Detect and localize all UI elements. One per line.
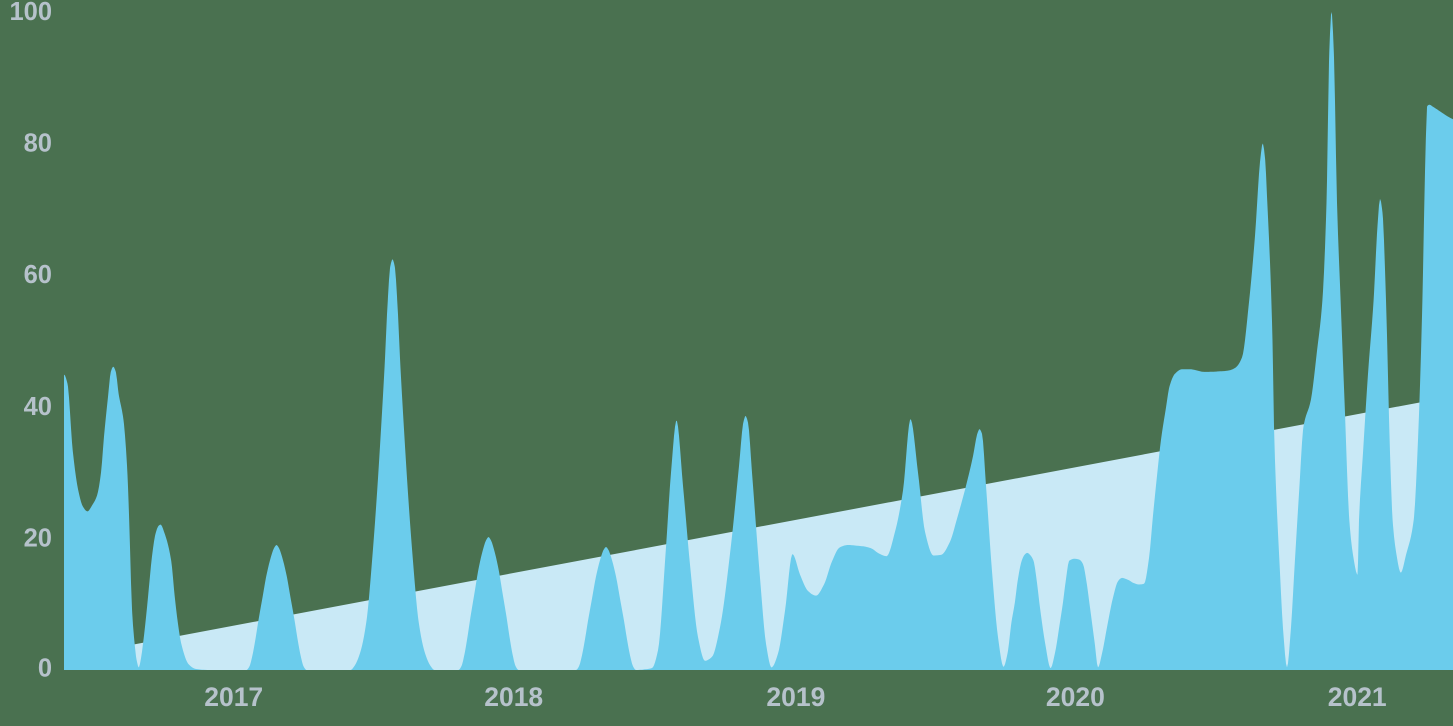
svg-text:2020: 2020 [1046,682,1105,712]
svg-text:2019: 2019 [766,682,825,712]
svg-text:2017: 2017 [204,682,263,712]
svg-text:40: 40 [24,393,52,421]
svg-text:2018: 2018 [484,682,543,712]
svg-text:100: 100 [9,0,52,26]
svg-text:60: 60 [24,261,52,289]
svg-text:80: 80 [24,130,52,158]
svg-text:0: 0 [38,654,52,682]
svg-text:2021: 2021 [1328,682,1387,712]
svg-text:20: 20 [24,524,52,552]
